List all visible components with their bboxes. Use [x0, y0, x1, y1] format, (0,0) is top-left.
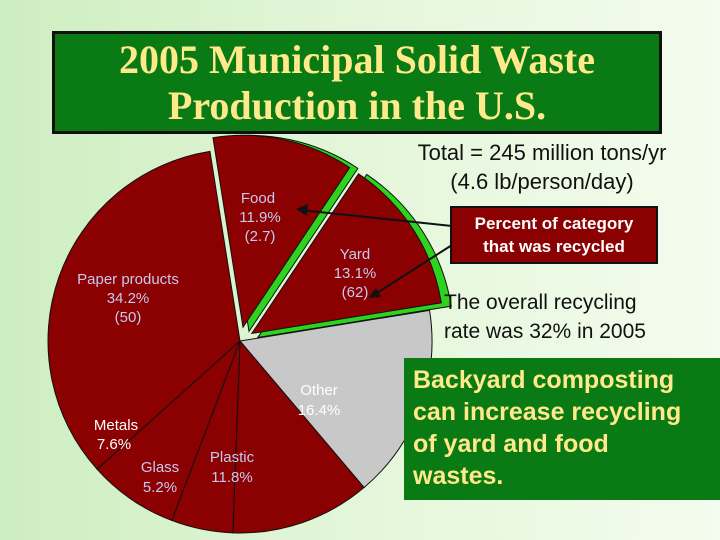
- label-glass: Glass 5.2%: [141, 459, 179, 496]
- recycled-legend-line-2: that was recycled: [483, 237, 625, 256]
- label-other: Other 16.4%: [298, 382, 341, 419]
- label-metals-name: Metals: [94, 417, 138, 434]
- label-metals: Metals 7.6%: [94, 417, 138, 453]
- label-glass-pct: 5.2%: [143, 479, 177, 496]
- backyard-line-3: of yard and food: [413, 430, 609, 458]
- label-yard-rec: (62): [342, 284, 369, 301]
- slice-food: [212, 134, 351, 329]
- overall-line-1: The overall recycling: [444, 291, 637, 314]
- label-other-pct: 16.4%: [298, 402, 341, 419]
- label-plastic: Plastic 11.8%: [210, 449, 255, 486]
- total-production-note: Total = 245 million tons/yr (4.6 lb/pers…: [374, 138, 710, 196]
- label-glass-name: Glass: [141, 459, 179, 476]
- total-line-2: (4.6 lb/person/day): [450, 169, 634, 194]
- slice-plastic: [232, 339, 365, 534]
- arrow-to-yard: [371, 244, 453, 297]
- slice-paper-products: [47, 150, 241, 470]
- label-metals-pct: 7.6%: [97, 436, 131, 453]
- slice-yard: [250, 173, 442, 335]
- arrow-head-food: [296, 204, 308, 216]
- label-plastic-name: Plastic: [210, 449, 255, 466]
- backyard-line-2: can increase recycling: [413, 398, 682, 426]
- pie-slices: [47, 134, 452, 534]
- backyard-composting-box: Backyard composting can increase recycli…: [404, 358, 720, 500]
- label-paper-pct: 34.2%: [107, 290, 150, 307]
- label-yard: Yard 13.1% (62): [334, 246, 377, 301]
- label-food-rec: (2.7): [245, 228, 276, 245]
- label-paper-name: Paper products: [77, 271, 179, 288]
- backyard-line-4: wastes.: [413, 462, 504, 490]
- recycled-legend-line-1: Percent of category: [474, 214, 634, 233]
- label-yard-pct: 13.1%: [334, 265, 377, 282]
- arrow-to-food: [299, 209, 453, 227]
- label-food: Food 11.9% (2.7): [239, 190, 280, 245]
- recycle-arrows: [296, 204, 453, 298]
- overall-line-2: rate was 32% in 2005: [444, 320, 646, 343]
- arrow-head-yard: [368, 288, 381, 298]
- chart-title-line-2: Production in the U.S.: [167, 82, 547, 128]
- label-yard-name: Yard: [340, 246, 371, 263]
- label-paper: Paper products 34.2% (50): [77, 271, 179, 326]
- label-food-name: Food: [241, 190, 275, 207]
- label-paper-rec: (50): [115, 309, 142, 326]
- label-other-name: Other: [300, 382, 338, 399]
- chart-title-line-1: 2005 Municipal Solid Waste: [118, 36, 595, 82]
- backyard-line-1: Backyard composting: [413, 366, 675, 394]
- overall-recycling-note: The overall recycling rate was 32% in 20…: [444, 288, 704, 346]
- recycled-legend-box: Percent of category that was recycled: [450, 206, 658, 264]
- label-food-pct: 11.9%: [239, 209, 280, 226]
- label-plastic-pct: 11.8%: [211, 469, 252, 486]
- total-line-1: Total = 245 million tons/yr: [417, 140, 667, 165]
- chart-title: 2005 Municipal Solid Waste Production in…: [52, 31, 662, 134]
